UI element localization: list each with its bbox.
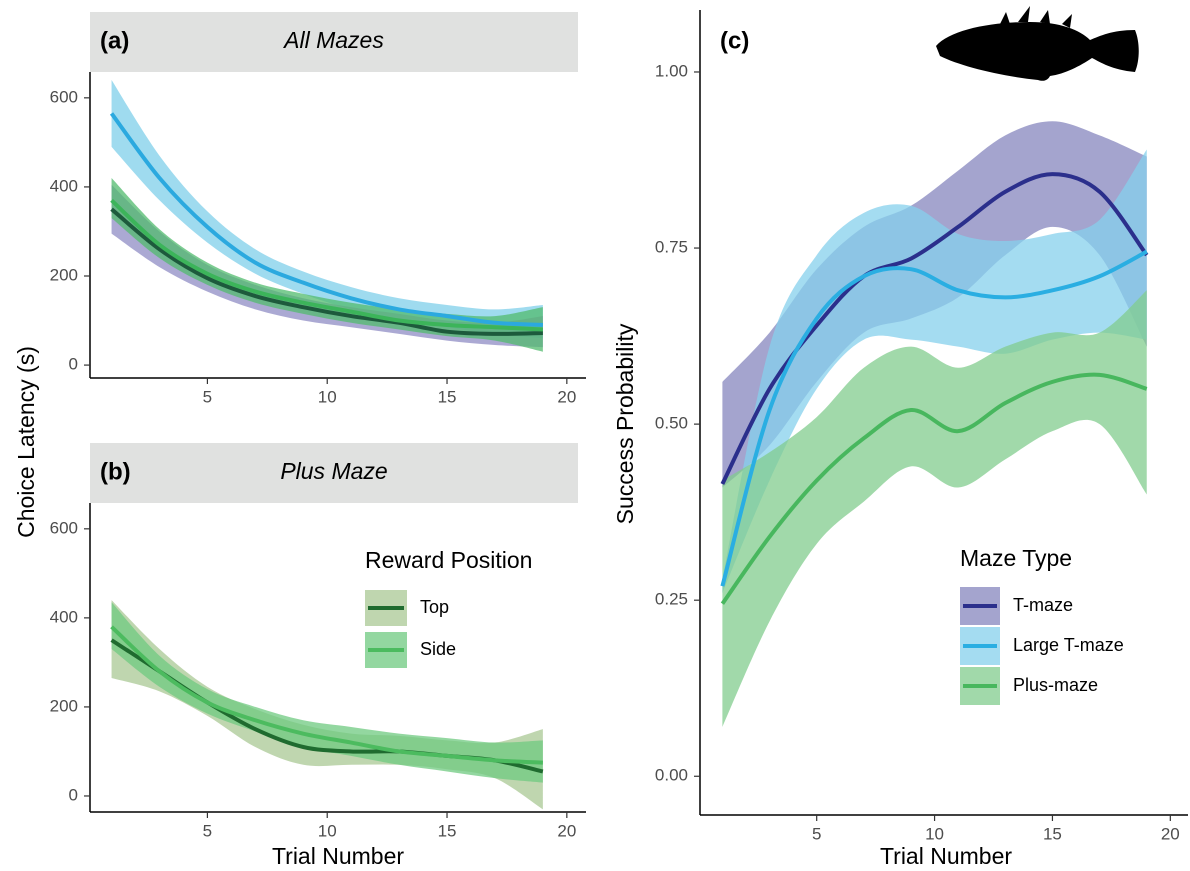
trend-line xyxy=(110,625,543,765)
plot-area xyxy=(109,80,543,352)
trend-line xyxy=(109,112,543,327)
legend-label: Side xyxy=(420,639,456,659)
trend-line xyxy=(720,249,1148,587)
y-tick-label: 1.00 xyxy=(655,61,688,80)
x-tick-label: 15 xyxy=(1043,824,1062,843)
x-tick-label: 20 xyxy=(1161,824,1180,843)
trend-line xyxy=(720,372,1148,605)
y-tick-label: 200 xyxy=(50,696,78,715)
legend-label: T-maze xyxy=(1013,595,1073,615)
y-tick-label: 0.25 xyxy=(655,590,688,609)
confidence-band xyxy=(111,600,543,810)
x-axis-title: Trial Number xyxy=(272,843,404,869)
plot-area xyxy=(720,121,1149,727)
y-tick-label: 0.75 xyxy=(655,238,688,257)
x-tick-label: 5 xyxy=(203,821,212,840)
strip-title: Plus Maze xyxy=(280,458,387,484)
strip-title: All Mazes xyxy=(282,27,384,53)
x-tick-label: 10 xyxy=(318,821,337,840)
x-tick-label: 5 xyxy=(812,824,821,843)
confidence-band xyxy=(722,149,1147,594)
fish-silhouette xyxy=(936,6,1139,81)
panel-label: (a) xyxy=(100,27,129,54)
x-tick-label: 10 xyxy=(925,824,944,843)
x-tick-label: 15 xyxy=(438,821,457,840)
x-tick-label: 5 xyxy=(203,387,212,406)
legend-label: Plus-maze xyxy=(1013,675,1098,695)
legend-label: Top xyxy=(420,597,449,617)
y-tick-label: 400 xyxy=(50,176,78,195)
x-tick-label: 10 xyxy=(318,387,337,406)
legend-title: Reward Position xyxy=(365,547,532,573)
y-tick-label: 0 xyxy=(69,355,78,374)
strip xyxy=(90,12,578,72)
y-axis-title: Choice Latency (s) xyxy=(13,346,39,538)
y-tick-label: 400 xyxy=(50,607,78,626)
x-axis-title: Trial Number xyxy=(880,843,1012,869)
panel-label: (c) xyxy=(720,27,749,54)
confidence-band xyxy=(111,80,543,339)
legend-title: Maze Type xyxy=(960,545,1072,571)
y-tick-label: 600 xyxy=(50,87,78,106)
y-axis-title: Success Probability xyxy=(612,323,638,524)
legend-label: Large T-maze xyxy=(1013,635,1124,655)
trend-line xyxy=(110,207,543,336)
trend-line xyxy=(720,172,1149,485)
x-tick-label: 20 xyxy=(557,387,576,406)
y-tick-label: 200 xyxy=(50,265,78,284)
y-tick-label: 600 xyxy=(50,518,78,537)
trend-line xyxy=(110,198,543,332)
confidence-band xyxy=(111,602,543,783)
x-tick-label: 20 xyxy=(557,821,576,840)
x-tick-label: 15 xyxy=(438,387,457,406)
strip xyxy=(90,443,578,503)
plot-area xyxy=(110,600,544,810)
confidence-band xyxy=(722,290,1147,727)
panel-label: (b) xyxy=(100,458,131,485)
y-tick-label: 0.50 xyxy=(655,414,688,433)
y-tick-label: 0 xyxy=(69,785,78,804)
y-tick-label: 0.00 xyxy=(655,766,688,785)
